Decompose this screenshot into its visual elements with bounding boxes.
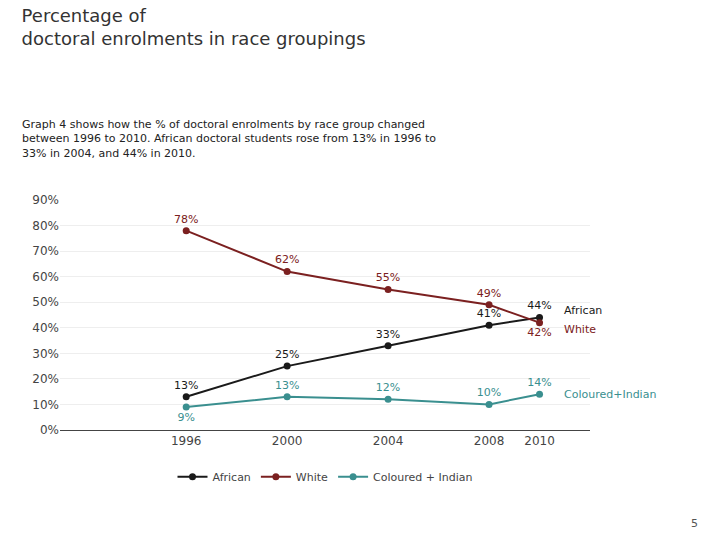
svg-text:78%: 78% (174, 213, 198, 226)
svg-text:10%: 10% (477, 386, 501, 399)
svg-text:14%: 14% (527, 376, 551, 389)
svg-text:Coloured+Indian: Coloured+Indian (564, 388, 656, 401)
svg-text:49%: 49% (477, 287, 501, 300)
svg-text:20%: 20% (32, 372, 59, 386)
svg-text:0%: 0% (40, 423, 59, 437)
svg-text:13%: 13% (174, 379, 198, 392)
svg-text:90%: 90% (32, 193, 59, 207)
svg-text:13%: 13% (275, 379, 299, 392)
svg-text:African: African (213, 471, 251, 484)
svg-text:African: African (564, 304, 602, 317)
svg-text:Graph 4 shows how the % of doc: Graph 4 shows how the % of doctoral enro… (22, 118, 436, 160)
svg-text:40%: 40% (32, 321, 59, 335)
svg-text:2008: 2008 (474, 434, 505, 448)
svg-text:5: 5 (691, 517, 698, 530)
svg-text:2010: 2010 (524, 434, 555, 448)
svg-text:44%: 44% (527, 299, 551, 312)
svg-text:25%: 25% (275, 348, 299, 361)
svg-text:70%: 70% (32, 244, 59, 258)
svg-text:41%: 41% (477, 307, 501, 320)
svg-text:9%: 9% (177, 411, 194, 424)
svg-text:2004: 2004 (373, 434, 404, 448)
svg-text:10%: 10% (32, 398, 59, 412)
svg-text:White: White (296, 471, 328, 484)
svg-text:62%: 62% (275, 253, 299, 266)
svg-text:80%: 80% (32, 219, 59, 233)
svg-text:Percentage ofdoctoral enrolmen: Percentage ofdoctoral enrolments in race… (22, 5, 366, 49)
svg-text:Coloured + Indian: Coloured + Indian (373, 471, 472, 484)
svg-text:50%: 50% (32, 295, 59, 309)
svg-text:12%: 12% (376, 381, 400, 394)
svg-text:33%: 33% (376, 328, 400, 341)
svg-text:55%: 55% (376, 271, 400, 284)
svg-text:42%: 42% (527, 326, 551, 339)
svg-text:60%: 60% (32, 270, 59, 284)
svg-text:2000: 2000 (272, 434, 303, 448)
svg-text:1996: 1996 (171, 434, 202, 448)
svg-text:White: White (564, 323, 596, 336)
svg-text:30%: 30% (32, 347, 59, 361)
